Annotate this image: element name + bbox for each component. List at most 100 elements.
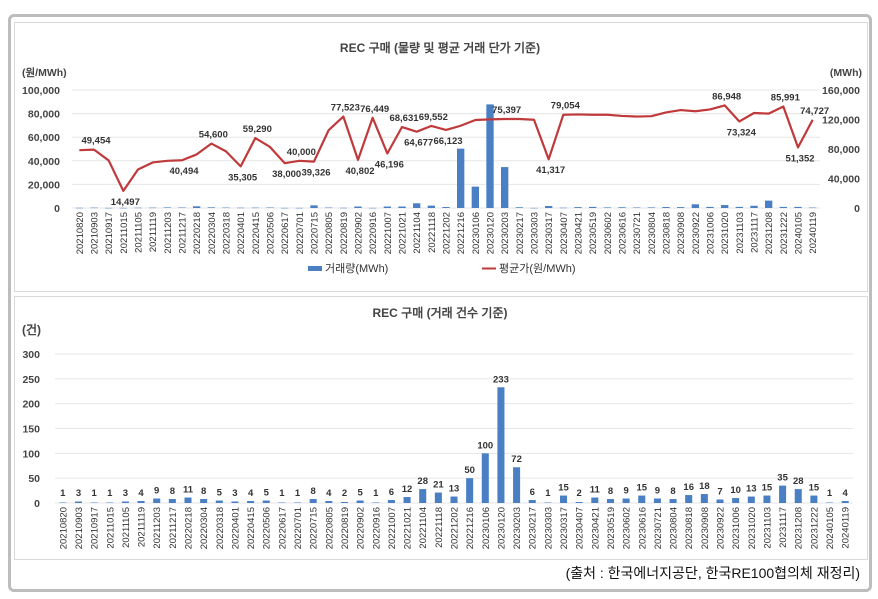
volume-bar (779, 206, 787, 208)
x-tick-label: 20220819 (340, 507, 351, 549)
volume-bar (134, 207, 142, 209)
volume-bar (149, 207, 157, 209)
x-tick-label: 20230303 (543, 507, 554, 549)
x-tick-label: 20230804 (669, 507, 680, 549)
count-bar (466, 478, 474, 503)
x-tick-label: 20210903 (90, 212, 101, 254)
price-data-label: 77,523 (331, 103, 360, 114)
x-tick-label: 20230602 (603, 212, 614, 254)
x-tick-label: 20221007 (387, 507, 398, 549)
x-tick-label: 20220805 (324, 212, 335, 254)
count-data-label: 233 (493, 374, 509, 385)
x-tick-label: 20230804 (647, 212, 658, 254)
price-data-label: 46,196 (375, 159, 404, 170)
count-data-label: 12 (402, 484, 413, 495)
count-data-label: 15 (809, 483, 820, 494)
count-bar (106, 502, 114, 504)
count-bar (481, 453, 489, 503)
count-data-label: 15 (636, 483, 647, 494)
x-tick-label: 20230217 (515, 212, 526, 254)
count-data-label: 1 (545, 488, 551, 499)
x-tick-label: 20230217 (528, 507, 539, 549)
x-tick-label: 20211203 (163, 212, 174, 254)
volume-bar (163, 207, 171, 208)
count-bar (325, 501, 333, 503)
x-tick-label: 20220715 (309, 507, 320, 549)
count-bar (794, 489, 802, 503)
x-tick-label: 20220318 (215, 507, 226, 549)
volume-bar (530, 207, 538, 209)
price-data-label: 66,123 (433, 136, 462, 147)
x-tick-label: 20221216 (465, 507, 476, 549)
x-tick-label: 20240119 (841, 507, 852, 549)
x-tick-label: 20230818 (662, 212, 673, 254)
count-bar (168, 499, 176, 503)
count-bar (606, 499, 614, 503)
price-data-label: 35,305 (228, 172, 258, 183)
y-tick-label: 200 (22, 399, 40, 411)
count-bar (638, 495, 646, 503)
x-tick-label: 20220415 (251, 212, 262, 254)
count-data-label: 4 (843, 488, 849, 499)
volume-bar (90, 207, 98, 209)
left-y-tick-label: 20,000 (28, 179, 60, 191)
legend-bar-swatch (308, 266, 322, 271)
count-bar (653, 498, 661, 503)
source-note: (출처 : 한국에너지공단, 한국RE100협의체 재정리) (565, 565, 860, 581)
volume-bar (574, 207, 582, 208)
volume-bar (310, 205, 318, 208)
volume-bar (501, 167, 509, 208)
x-tick-label: 20220701 (295, 212, 306, 254)
x-tick-label: 20230818 (684, 507, 695, 549)
count-bar (340, 502, 348, 503)
right-y-tick-label: 0 (854, 203, 860, 215)
chart1-legend: 거래량(MWh) 평균가(원/MWh) (308, 262, 576, 275)
x-tick-label: 20210917 (104, 212, 115, 254)
count-bar (90, 502, 98, 504)
count-bar (262, 500, 270, 503)
count-bar (309, 499, 317, 503)
price-data-label: 79,054 (551, 101, 581, 112)
x-tick-label: 20220218 (184, 507, 195, 549)
price-data-label: 59,290 (243, 124, 272, 135)
count-bar (575, 502, 583, 503)
x-tick-label: 20220415 (246, 507, 257, 549)
volume-bar (369, 207, 377, 209)
right-y-tick-label: 160,000 (822, 85, 860, 97)
count-data-label: 3 (123, 488, 128, 499)
count-data-label: 8 (311, 486, 316, 497)
volume-bar (354, 206, 362, 208)
count-bar (215, 500, 223, 503)
y-tick-label: 100 (22, 448, 40, 460)
x-tick-label: 20220902 (356, 507, 367, 549)
count-bar (184, 497, 192, 503)
count-bar (419, 489, 427, 503)
price-data-label: 41,317 (536, 165, 565, 176)
count-bar (231, 501, 239, 503)
x-tick-label: 20221104 (418, 507, 429, 549)
volume-bar (266, 207, 274, 208)
x-tick-label: 20230421 (574, 212, 585, 254)
y-tick-label: 300 (22, 349, 40, 361)
count-data-label: 35 (777, 473, 788, 484)
x-tick-label: 20220506 (262, 507, 273, 549)
count-data-label: 4 (138, 488, 144, 499)
y-tick-label: 250 (22, 374, 40, 386)
x-tick-label: 20231020 (720, 212, 731, 254)
x-tick-label: 20231020 (747, 507, 758, 549)
count-bar (591, 497, 599, 503)
chart2-axis-label: (건) (22, 322, 41, 337)
count-data-label: 9 (154, 486, 159, 497)
x-tick-label: 20210917 (90, 507, 101, 549)
count-bar (450, 496, 458, 503)
volume-bar (662, 207, 670, 208)
x-tick-label: 20231222 (809, 507, 820, 549)
volume-bar (398, 206, 406, 208)
count-bar (294, 502, 302, 504)
count-data-label: 5 (264, 488, 270, 499)
count-data-label: 8 (170, 486, 175, 497)
price-data-label: 64,677 (404, 138, 433, 149)
count-bar (74, 501, 82, 503)
x-tick-label: 20211217 (178, 212, 189, 254)
x-tick-label: 20220617 (280, 212, 291, 254)
